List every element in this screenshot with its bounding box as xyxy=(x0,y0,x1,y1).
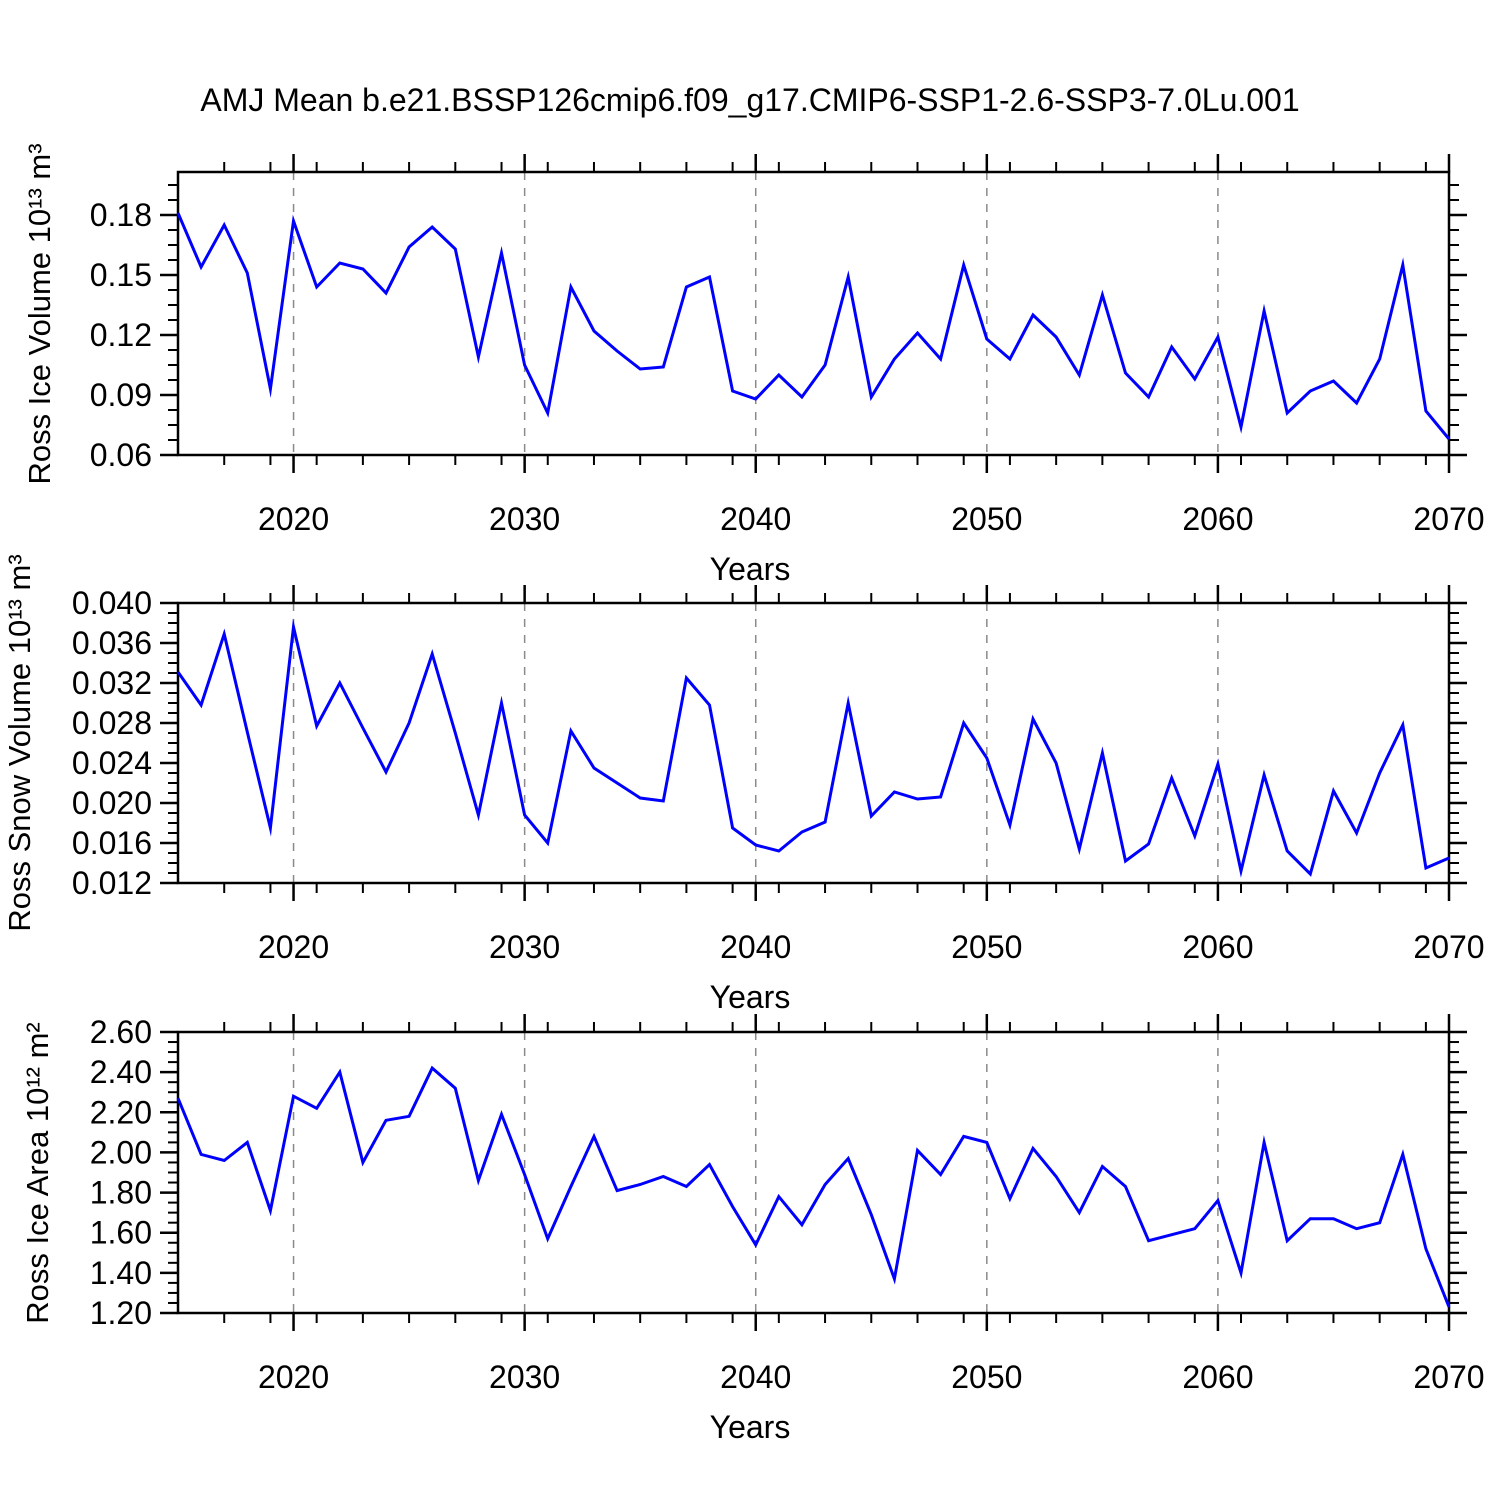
x-tick-label: 2020 xyxy=(258,1359,329,1395)
y-tick-label: 0.18 xyxy=(90,197,152,233)
y-tick-label: 2.40 xyxy=(90,1054,152,1090)
y-tick-label: 0.09 xyxy=(90,377,152,413)
y-axis-title: Ross Snow Volume 10¹³ m³ xyxy=(2,554,37,932)
x-tick-label: 2070 xyxy=(1413,1359,1484,1395)
y-tick-label: 0.06 xyxy=(90,437,152,473)
y-tick-label: 1.60 xyxy=(90,1215,152,1251)
plot-border xyxy=(176,170,1451,457)
x-tick-label: 2070 xyxy=(1413,929,1484,965)
y-tick-label: 0.15 xyxy=(90,257,152,293)
plot-border xyxy=(176,601,1451,885)
y-tick-label: 0.12 xyxy=(90,317,152,353)
plot-border xyxy=(176,1030,1451,1315)
x-tick-label: 2050 xyxy=(951,929,1022,965)
series-line xyxy=(176,618,1450,878)
y-tick-label: 1.40 xyxy=(90,1255,152,1291)
x-tick-label: 2040 xyxy=(720,501,791,537)
chart-title: AMJ Mean b.e21.BSSP126cmip6.f09_g17.CMIP… xyxy=(200,82,1300,118)
x-axis-title: Years xyxy=(709,551,791,587)
y-tick-label: 0.040 xyxy=(72,585,152,621)
y-tick-label: 0.036 xyxy=(72,625,152,661)
x-axis-title: Years xyxy=(709,979,791,1015)
y-tick-label: 2.60 xyxy=(90,1014,152,1050)
x-tick-label: 2030 xyxy=(489,929,560,965)
x-tick-label: 2060 xyxy=(1182,501,1253,537)
y-axis-title: Ross Ice Volume 10¹³ m³ xyxy=(22,142,57,485)
x-tick-label: 2030 xyxy=(489,1359,560,1395)
y-tick-label: 2.00 xyxy=(90,1134,152,1170)
y-tick-label: 0.012 xyxy=(72,865,152,901)
series-line xyxy=(176,1065,1451,1308)
y-axis-title: Ross Ice Area 10¹² m² xyxy=(20,1021,55,1324)
x-tick-label: 2070 xyxy=(1413,501,1484,537)
x-tick-label: 2050 xyxy=(951,501,1022,537)
x-tick-label: 2040 xyxy=(720,1359,791,1395)
x-tick-label: 2030 xyxy=(489,501,560,537)
y-tick-label: 1.20 xyxy=(90,1295,152,1331)
x-tick-label: 2050 xyxy=(951,1359,1022,1395)
x-tick-label: 2040 xyxy=(720,929,791,965)
x-tick-label: 2020 xyxy=(258,929,329,965)
y-tick-label: 0.028 xyxy=(72,705,152,741)
x-tick-label: 2060 xyxy=(1182,929,1253,965)
y-tick-label: 0.016 xyxy=(72,825,152,861)
x-tick-label: 2060 xyxy=(1182,1359,1253,1395)
panel-ross-ice-volume: 2020 2030 2040 2050 2060 2070 0.18 0.15 0.12 0.09… xyxy=(90,154,1485,537)
y-tick-label: 0.020 xyxy=(72,785,152,821)
y-tick-label: 2.20 xyxy=(90,1094,152,1130)
y-tick-label: 1.80 xyxy=(90,1175,152,1211)
y-tick-label: 0.024 xyxy=(72,745,152,781)
series-line xyxy=(176,212,1451,440)
panel-ross-snow-volume: 2020 2030 2040 2050 2060 2070 0.040 0.036 0.032 0… xyxy=(72,585,1485,965)
y-tick-label: 0.032 xyxy=(72,665,152,701)
x-tick-label: 2020 xyxy=(258,501,329,537)
panel-ross-ice-area: 2020 2030 2040 2050 2060 2070 2.60 2.40 2.20 2.00… xyxy=(90,1014,1485,1395)
x-axis-title: Years xyxy=(709,1409,791,1445)
